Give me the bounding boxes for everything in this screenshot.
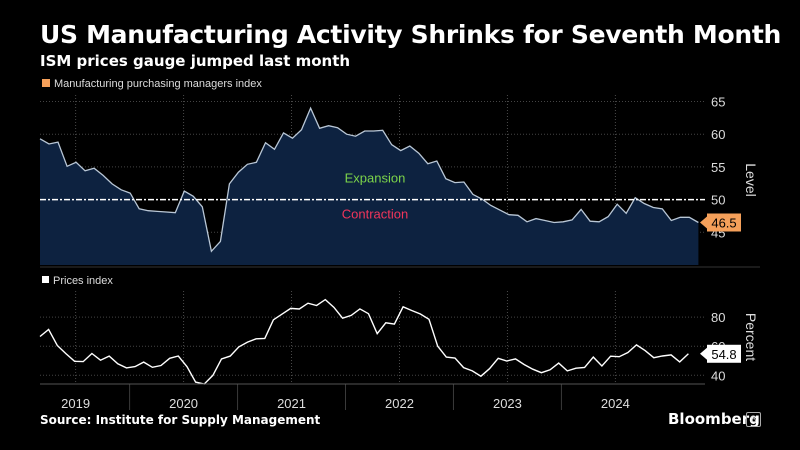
chart-title: US Manufacturing Activity Shrinks for Se… (40, 20, 782, 49)
pmi-line (39, 106, 699, 253)
pmi-last-value: 46.5 (711, 216, 736, 231)
prices-last-value: 54.8 (711, 347, 736, 362)
contraction-label: Contraction (342, 207, 408, 222)
x-tick-2024: 2024 (601, 396, 630, 411)
y-tick-top-60: 60 (711, 127, 725, 142)
y-tick-top-50: 50 (711, 193, 725, 208)
x-tick-2021: 2021 (277, 396, 306, 411)
x-tick-2022: 2022 (385, 396, 414, 411)
pmi-legend-label: Manufacturing purchasing managers index (54, 78, 262, 90)
pmi-last-badge (707, 213, 741, 232)
y-tick-top-55: 55 (711, 160, 725, 175)
pmi-area (40, 108, 699, 265)
prices-last-badge (707, 344, 741, 363)
pmi-last-badge-pointer (700, 216, 707, 229)
expansion-label: Expansion (345, 171, 406, 186)
prices-legend-label: Prices index (53, 275, 113, 287)
pmi-legend-swatch (42, 79, 50, 87)
prices-last-badge-pointer (700, 347, 707, 360)
source-note: Source: Institute for Supply Management (40, 413, 321, 427)
chart-subtitle: ISM prices gauge jumped last month (40, 52, 351, 70)
prices-legend-swatch (42, 276, 49, 283)
x-tick-2023: 2023 (493, 396, 522, 411)
x-tick-2020: 2020 (169, 396, 198, 411)
prices-line (39, 298, 689, 385)
y-axis-label-top: Level (743, 163, 759, 196)
y-axis-label-bottom: Percent (743, 313, 759, 361)
x-tick-2019: 2019 (61, 396, 90, 411)
y-tick-bottom-40: 40 (711, 368, 725, 383)
brand-logo: Bloomberg (668, 410, 760, 428)
y-tick-bottom-80: 80 (711, 310, 725, 325)
y-tick-top-65: 65 (711, 95, 725, 110)
brand-mark-icon: B (746, 412, 761, 427)
